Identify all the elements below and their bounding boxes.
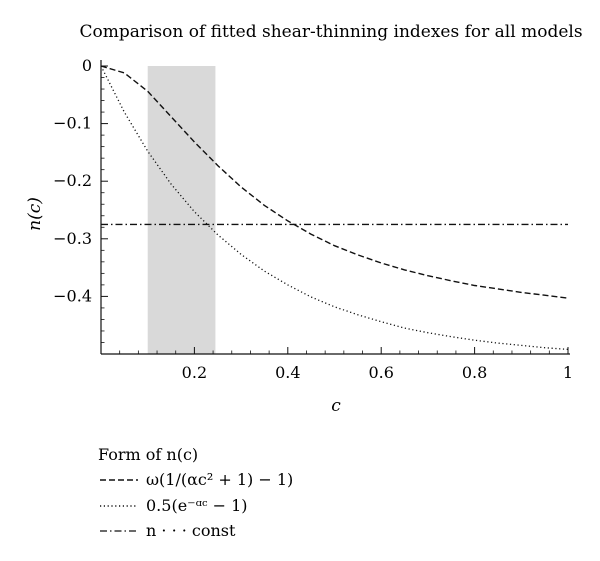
y-tick-label: −0.2: [53, 171, 92, 190]
legend-title: Form of n(c): [98, 445, 198, 464]
y-tick-label: −0.4: [53, 286, 92, 305]
x-tick-label: 0.8: [462, 363, 487, 382]
legend-entry-1: ω(1/(αc² + 1) − 1): [146, 470, 293, 489]
legend-entry-3: n · · · const: [146, 521, 236, 540]
y-tick-label: −0.1: [53, 114, 92, 133]
x-tick-label: 1: [563, 363, 573, 382]
x-tick-label: 0.2: [182, 363, 207, 382]
y-tick-label: 0: [82, 56, 92, 75]
chart-title: Comparison of fitted shear-thinning inde…: [79, 22, 582, 42]
y-axis-label: n(c): [25, 197, 45, 231]
legend-entry-2: 0.5(e⁻ᵅᶜ − 1): [146, 496, 248, 515]
x-axis-label: c: [331, 396, 341, 416]
y-tick-label: −0.3: [53, 229, 92, 248]
plot-area: 0.2 0.4 0.6 0.8 1 0 −0.1 −0.2 −0.3 −0.4: [53, 56, 573, 382]
shaded-region: [147, 66, 216, 354]
series-line-dashed: [100, 65, 569, 299]
x-tick-label: 0.4: [275, 363, 300, 382]
x-tick-label: 0.6: [368, 363, 393, 382]
legend: Form of n(c) ω(1/(αc² + 1) − 1) 0.5(e⁻ᵅᶜ…: [98, 445, 293, 540]
